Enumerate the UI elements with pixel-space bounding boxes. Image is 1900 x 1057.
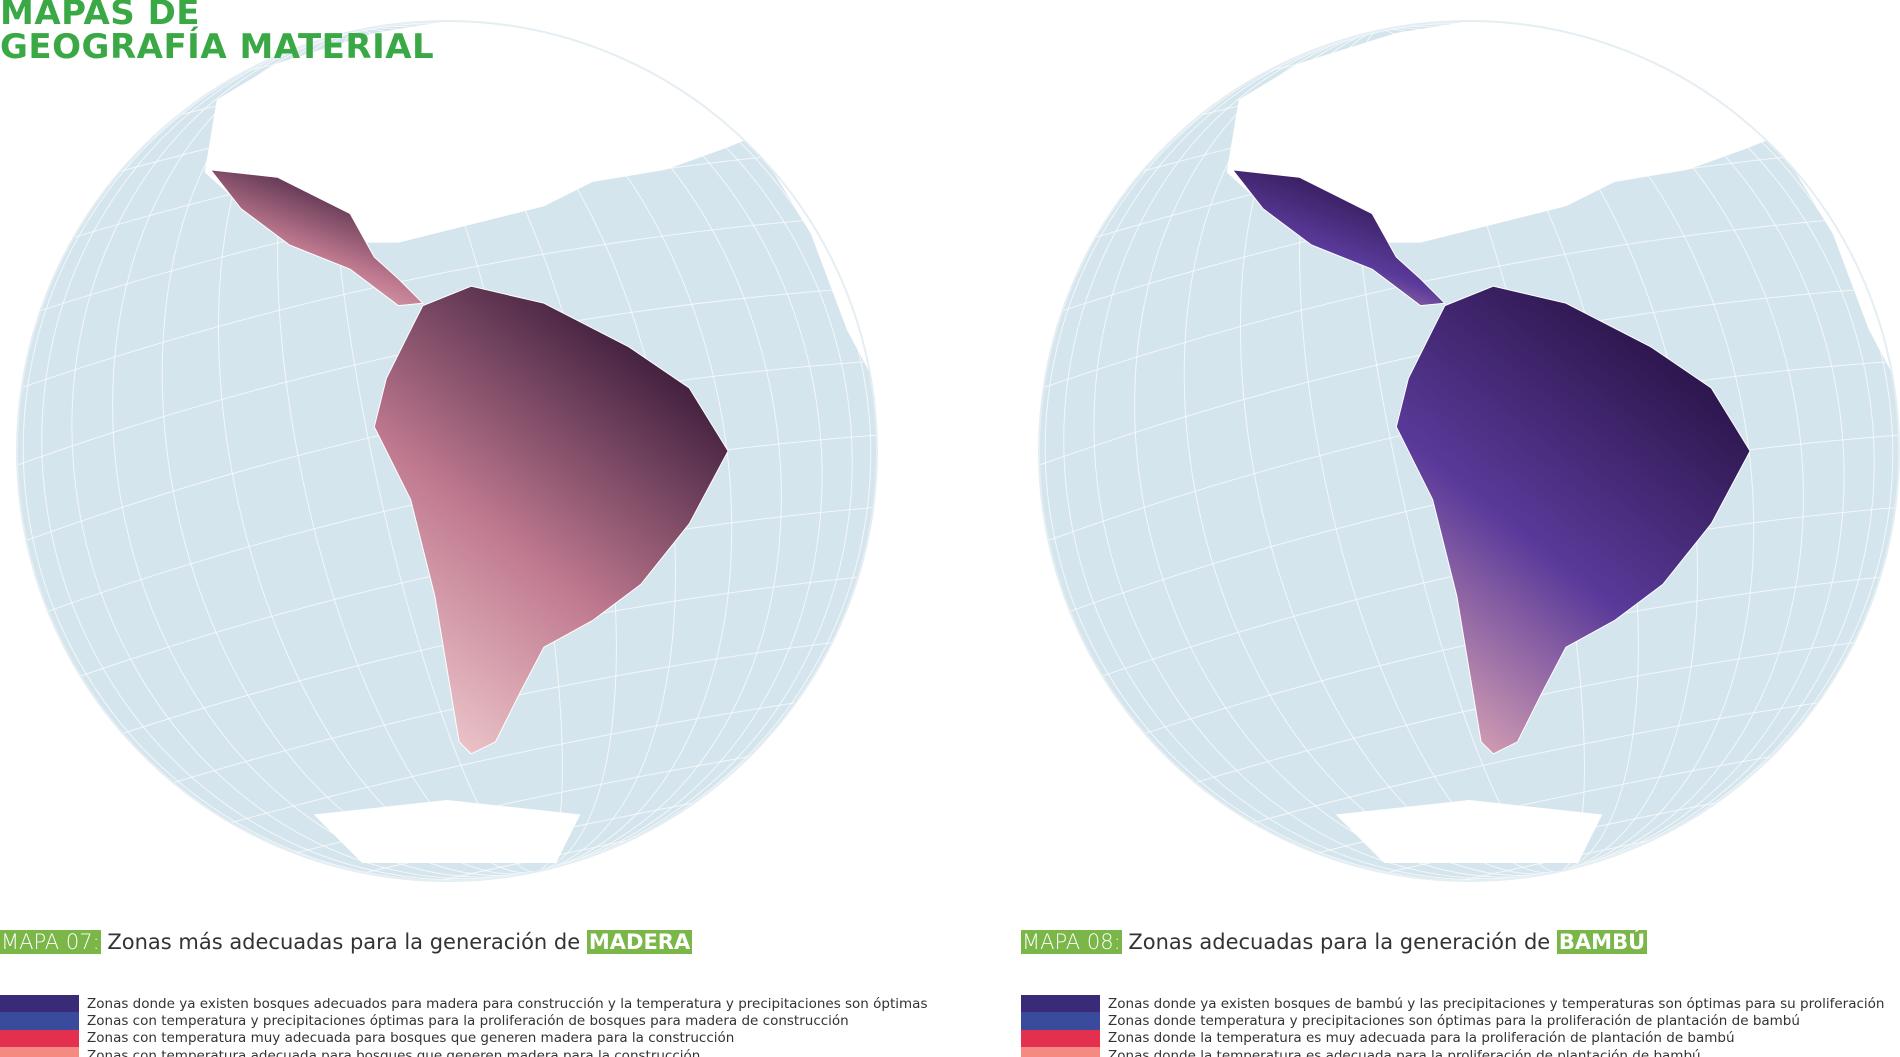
map-caption-block: MAPA 07: Zonas más adecuadas para la gen… <box>0 930 940 1057</box>
landmass <box>313 800 581 863</box>
caption: MAPA 07: Zonas más adecuadas para la gen… <box>0 930 940 960</box>
legend-text: Zonas con temperatura adecuada para bosq… <box>87 1047 701 1057</box>
suitability-area <box>1231 169 1446 307</box>
legend-text: Zonas donde ya existen bosques de bambú … <box>1108 995 1885 1012</box>
globe <box>1038 20 1900 882</box>
landmass <box>1226 21 1784 243</box>
legend-swatch <box>1021 1029 1100 1047</box>
legend-swatch <box>0 1012 79 1030</box>
maps <box>16 20 1900 882</box>
legend-text: Zonas donde temperatura y precipitacione… <box>1108 1012 1800 1029</box>
globe <box>16 20 878 882</box>
map-label: MAPA 08: <box>1021 930 1122 954</box>
legend-item: Zonas con temperatura y precipitaciones … <box>0 1012 940 1030</box>
landmass <box>204 21 762 243</box>
suitability-area <box>1395 285 1751 755</box>
suitability-area <box>209 169 424 307</box>
legend-swatch <box>1021 1012 1100 1030</box>
map-label: MAPA 07: <box>0 930 101 954</box>
parallel <box>17 217 838 398</box>
globe-content <box>1039 21 1899 881</box>
highlight: BAMBÚ <box>1556 930 1648 954</box>
title-line: GEOGRAFÍA MATERIAL <box>0 27 435 67</box>
legend-swatch <box>1021 1046 1100 1057</box>
legend-item: Zonas donde la temperatura es adecuada p… <box>1021 1046 1900 1057</box>
legend-text: Zonas donde ya existen bosques adecuados… <box>87 995 928 1012</box>
globe-rim <box>1038 20 1900 882</box>
legend-text: Zonas donde la temperatura es muy adecua… <box>1108 1030 1735 1047</box>
legend-item: Zonas donde ya existen bosques adecuados… <box>0 995 940 1013</box>
map-caption-block: MAPA 08: Zonas adecuadas para la generac… <box>1021 930 1900 1057</box>
caption-text: Zonas adecuadas para la generación de <box>1128 930 1551 954</box>
title-line: MAPAS DE <box>0 0 201 33</box>
title: MAPAS DE GEOGRAFÍA MATERIAL <box>0 0 434 64</box>
legend-swatch <box>0 995 79 1013</box>
legend-item: Zonas donde la temperatura es muy adecua… <box>1021 1029 1900 1047</box>
legend-item: Zonas donde ya existen bosques de bambú … <box>1021 995 1900 1013</box>
legend-item: Zonas donde temperatura y precipitacione… <box>1021 1012 1900 1030</box>
globe-rim <box>16 20 878 882</box>
highlight: MADERA <box>586 930 693 954</box>
caption: MAPA 08: Zonas adecuadas para la generac… <box>1021 930 1900 960</box>
legend: Zonas donde ya existen bosques de bambú … <box>1021 995 1900 1057</box>
legend-swatch <box>1021 995 1100 1013</box>
legend-swatch <box>0 1029 79 1047</box>
caption-text: Zonas más adecuadas para la generación d… <box>107 930 581 954</box>
legend: Zonas donde ya existen bosques adecuados… <box>0 995 940 1057</box>
suitability-area <box>373 285 729 755</box>
parallel <box>1039 217 1860 398</box>
legend-swatch <box>0 1046 79 1057</box>
legend-text: Zonas con temperatura y precipitaciones … <box>87 1012 849 1029</box>
legend-item: Zonas con temperatura muy adecuada para … <box>0 1029 940 1047</box>
legend-text: Zonas con temperatura muy adecuada para … <box>87 1030 735 1047</box>
legend-item: Zonas con temperatura adecuada para bosq… <box>0 1046 940 1057</box>
legend-text: Zonas donde la temperatura es adecuada p… <box>1108 1047 1701 1057</box>
landmass <box>1335 800 1603 863</box>
